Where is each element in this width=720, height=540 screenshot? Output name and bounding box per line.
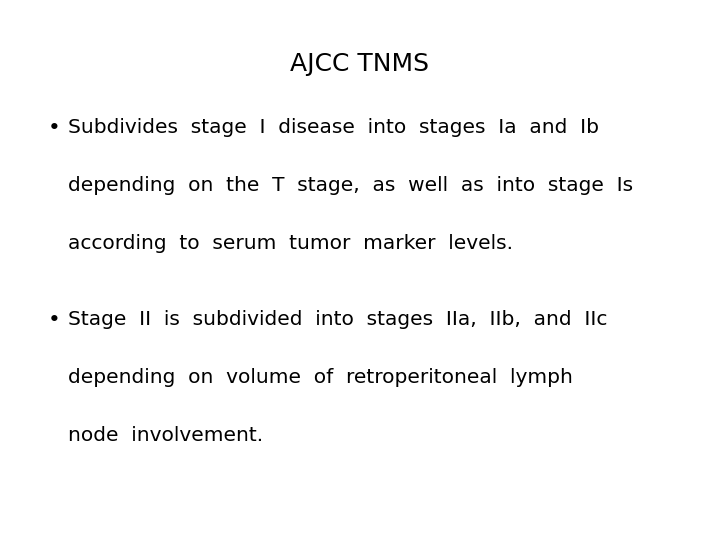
Text: Subdivides  stage  I  disease  into  stages  Ia  and  Ib: Subdivides stage I disease into stages I… [68, 118, 599, 137]
Text: according  to  serum  tumor  marker  levels.: according to serum tumor marker levels. [68, 234, 513, 253]
Text: depending  on  volume  of  retroperitoneal  lymph: depending on volume of retroperitoneal l… [68, 368, 573, 387]
Text: AJCC TNMS: AJCC TNMS [290, 52, 430, 76]
Text: node  involvement.: node involvement. [68, 426, 263, 445]
Text: Stage  II  is  subdivided  into  stages  IIa,  IIb,  and  IIc: Stage II is subdivided into stages IIa, … [68, 310, 608, 329]
Text: •: • [48, 310, 60, 330]
Text: •: • [48, 118, 60, 138]
Text: depending  on  the  T  stage,  as  well  as  into  stage  Is: depending on the T stage, as well as int… [68, 176, 633, 195]
